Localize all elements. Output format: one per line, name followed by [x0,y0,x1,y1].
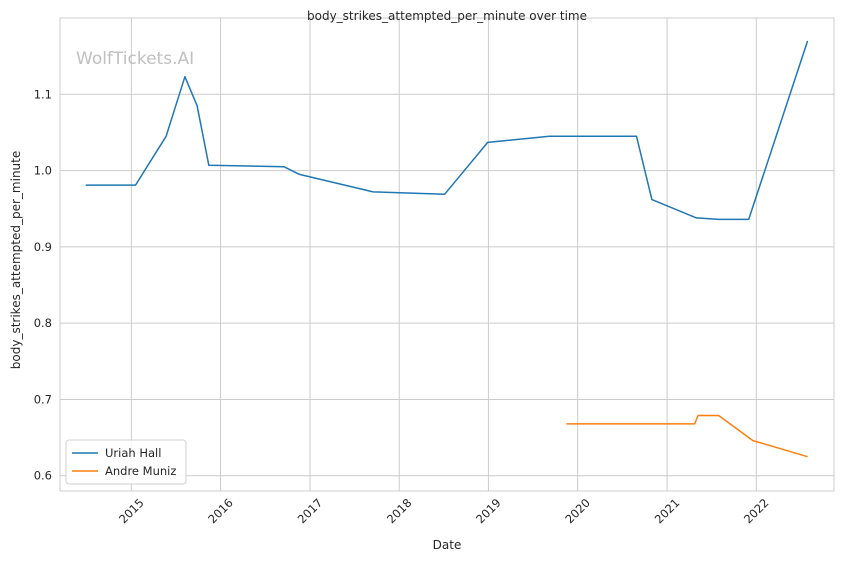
y-gridlines [60,93,834,477]
x-tick-label: 2022 [741,496,772,527]
y-tick-label: 0.6 [34,469,52,483]
y-tick-label: 0.7 [34,392,52,406]
y-tick-label: 0.8 [34,316,52,330]
plot-frame [59,17,835,492]
watermark: WolfTickets.AI [76,49,194,69]
x-axis-label: Date [433,538,462,552]
series-layer [85,40,809,458]
x-tick-label: 2015 [116,496,147,527]
y-axis-label: body_strikes_attempted_per_minute [9,151,23,369]
x-tick-label: 2016 [205,496,236,527]
x-tick-label: 2019 [473,496,504,527]
x-tick-label: 2018 [384,496,415,527]
y-tick-label: 1.0 [34,164,52,178]
x-tick-label: 2017 [295,496,326,527]
chart-title: body_strikes_attempted_per_minute over t… [307,9,587,23]
legend-label-uriah-hall: Uriah Hall [105,446,161,460]
x-tick-label: 2021 [652,496,683,527]
x-tick-labels: 2015 2016 2017 2018 2019 2020 2021 2022 [116,496,772,527]
plot-background [60,18,834,491]
series-line-uriah-hall [85,40,809,221]
x-gridlines [130,18,757,491]
y-tick-label: 1.1 [34,87,52,101]
x-tick-label: 2020 [562,496,593,527]
y-tick-label: 0.9 [34,240,52,254]
legend-label-andre-muniz: Andre Muniz [105,464,176,478]
y-tick-labels: 0.6 0.7 0.8 0.9 1.0 1.1 [34,87,52,482]
series-line-andre-muniz [566,414,808,458]
legend: Uriah Hall Andre Muniz [65,439,187,485]
legend-box [65,439,187,485]
